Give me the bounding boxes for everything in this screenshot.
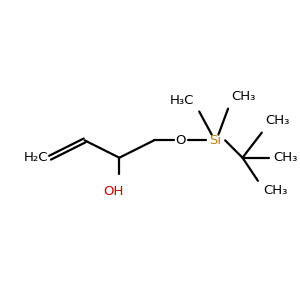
Text: CH₃: CH₃	[264, 184, 288, 197]
Text: H₃C: H₃C	[170, 94, 194, 107]
Text: CH₃: CH₃	[273, 151, 298, 164]
Text: CH₃: CH₃	[231, 90, 255, 103]
Text: O: O	[176, 134, 186, 147]
Text: H₂C: H₂C	[24, 151, 48, 164]
Text: CH₃: CH₃	[266, 114, 290, 127]
Text: Si: Si	[209, 134, 222, 147]
Text: OH: OH	[103, 184, 124, 198]
